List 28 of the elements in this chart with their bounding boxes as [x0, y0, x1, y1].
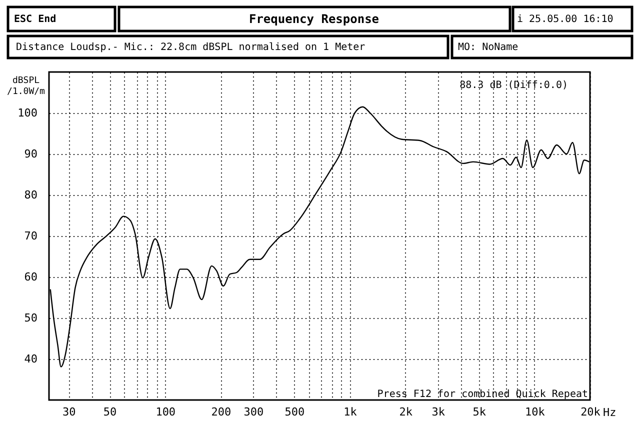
x-axis-title: Hz [603, 406, 616, 419]
x-tick-label: 50 [103, 406, 117, 418]
text: MO: NoName [458, 42, 518, 53]
annotation: Press F12 for combined Quick Repeat [377, 389, 588, 400]
x-tick-label: 100 [156, 406, 176, 418]
x-tick-label: 500 [284, 406, 305, 418]
annotation: 88.3 dB (Diff:0.0) [460, 80, 568, 91]
x-tick-label: 300 [244, 406, 264, 418]
y-axis-title: dBSPL /1.0W/m [7, 76, 45, 97]
x-tick-label: 5k [472, 406, 486, 418]
x-tick-label: 1k [344, 406, 358, 418]
x-tick-label: 10k [524, 406, 546, 418]
y-tick-label: 70 [24, 230, 38, 242]
text: Distance Loudsp.- Mic.: 22.8cm dBSPL normalised on 1 Meter [16, 42, 366, 53]
x-tick-label: 200 [211, 406, 232, 418]
x-tick-label: 2k [399, 406, 413, 418]
y-tick-label: 50 [24, 312, 38, 324]
x-tick-label: 30 [62, 406, 76, 418]
chart-title: Frequency Response [248, 12, 380, 26]
y-tick-label: 100 [18, 106, 38, 120]
y-tick-label: 80 [24, 188, 38, 202]
y-tick-label: 90 [24, 148, 38, 160]
text: i 25.05.00 16:10 [517, 14, 614, 25]
y-tick-label: 60 [24, 270, 38, 284]
x-tick-label: 3k [432, 406, 446, 418]
text: ESC End [14, 14, 56, 25]
x-tick-label: 20k [580, 406, 601, 418]
y-tick-label: 40 [24, 352, 38, 366]
